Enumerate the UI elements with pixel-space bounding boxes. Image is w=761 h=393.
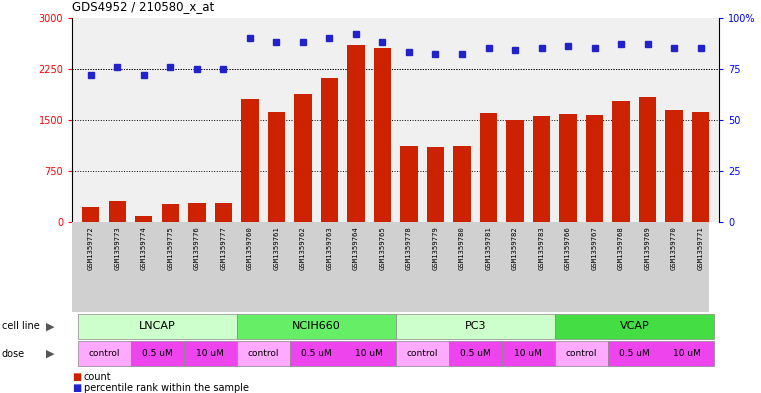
Bar bbox=[78, 341, 131, 366]
Bar bbox=[692, 112, 709, 222]
Bar bbox=[183, 341, 237, 366]
Text: GSM1359763: GSM1359763 bbox=[326, 226, 333, 270]
Bar bbox=[295, 94, 311, 222]
Bar bbox=[449, 341, 501, 366]
Bar bbox=[427, 147, 444, 222]
Bar bbox=[162, 204, 179, 222]
Bar bbox=[237, 341, 290, 366]
Text: percentile rank within the sample: percentile rank within the sample bbox=[84, 383, 249, 393]
Bar bbox=[661, 341, 714, 366]
Text: GSM1359770: GSM1359770 bbox=[671, 226, 677, 270]
Text: GSM1359781: GSM1359781 bbox=[486, 226, 492, 270]
Text: GSM1359766: GSM1359766 bbox=[565, 226, 571, 270]
Text: GSM1359768: GSM1359768 bbox=[618, 226, 624, 270]
Bar bbox=[342, 341, 396, 366]
Bar bbox=[215, 203, 232, 222]
Text: GSM1359780: GSM1359780 bbox=[459, 226, 465, 270]
Bar bbox=[665, 110, 683, 222]
Text: 0.5 uM: 0.5 uM bbox=[301, 349, 332, 358]
Text: GSM1359783: GSM1359783 bbox=[539, 226, 545, 270]
Text: 0.5 uM: 0.5 uM bbox=[460, 349, 491, 358]
Text: 10 uM: 10 uM bbox=[673, 349, 702, 358]
Bar bbox=[506, 120, 524, 222]
Text: GSM1359772: GSM1359772 bbox=[88, 226, 94, 270]
Text: ▶: ▶ bbox=[46, 321, 54, 331]
Bar bbox=[608, 341, 661, 366]
Text: GSM1359775: GSM1359775 bbox=[167, 226, 174, 270]
Bar bbox=[135, 216, 152, 222]
Bar bbox=[480, 113, 497, 222]
Bar bbox=[109, 201, 126, 222]
Bar bbox=[639, 97, 656, 222]
Text: GSM1359773: GSM1359773 bbox=[114, 226, 120, 270]
Bar bbox=[555, 314, 714, 338]
Text: GSM1359769: GSM1359769 bbox=[645, 226, 651, 270]
Bar bbox=[290, 341, 342, 366]
Text: VCAP: VCAP bbox=[619, 321, 649, 331]
Text: NCIH660: NCIH660 bbox=[291, 321, 341, 331]
Text: GSM1359760: GSM1359760 bbox=[247, 226, 253, 270]
Text: GSM1359765: GSM1359765 bbox=[380, 226, 386, 270]
Bar bbox=[268, 112, 285, 222]
Text: ■: ■ bbox=[72, 383, 81, 393]
Text: GSM1359779: GSM1359779 bbox=[432, 226, 438, 270]
Text: GSM1359777: GSM1359777 bbox=[221, 226, 227, 270]
Bar bbox=[188, 203, 205, 222]
Bar bbox=[555, 341, 608, 366]
Text: control: control bbox=[406, 349, 438, 358]
Text: PC3: PC3 bbox=[464, 321, 486, 331]
Text: ▶: ▶ bbox=[46, 349, 54, 359]
Text: GSM1359782: GSM1359782 bbox=[512, 226, 518, 270]
Bar bbox=[78, 314, 237, 338]
Text: dose: dose bbox=[2, 349, 24, 359]
Text: 10 uM: 10 uM bbox=[355, 349, 383, 358]
Text: count: count bbox=[84, 372, 111, 382]
Text: GSM1359764: GSM1359764 bbox=[353, 226, 359, 270]
Bar bbox=[396, 314, 555, 338]
Bar bbox=[321, 78, 338, 222]
Text: cell line: cell line bbox=[2, 321, 40, 331]
Text: control: control bbox=[565, 349, 597, 358]
Text: GSM1359762: GSM1359762 bbox=[300, 226, 306, 270]
Bar bbox=[454, 146, 470, 222]
Bar bbox=[396, 341, 449, 366]
Text: 10 uM: 10 uM bbox=[196, 349, 224, 358]
Bar bbox=[586, 115, 603, 222]
Text: GSM1359776: GSM1359776 bbox=[194, 226, 200, 270]
Text: 0.5 uM: 0.5 uM bbox=[142, 349, 173, 358]
Text: GSM1359767: GSM1359767 bbox=[591, 226, 597, 270]
Bar bbox=[347, 45, 365, 222]
Text: LNCAP: LNCAP bbox=[139, 321, 176, 331]
Text: GSM1359774: GSM1359774 bbox=[141, 226, 147, 270]
Bar bbox=[237, 314, 396, 338]
Text: GDS4952 / 210580_x_at: GDS4952 / 210580_x_at bbox=[72, 0, 215, 13]
Bar bbox=[501, 341, 555, 366]
Text: ■: ■ bbox=[72, 372, 81, 382]
Bar bbox=[131, 341, 183, 366]
Bar bbox=[241, 99, 259, 222]
Text: 0.5 uM: 0.5 uM bbox=[619, 349, 650, 358]
Bar bbox=[559, 114, 577, 222]
Bar bbox=[533, 116, 550, 222]
Text: 10 uM: 10 uM bbox=[514, 349, 542, 358]
Bar bbox=[613, 101, 629, 222]
Text: GSM1359761: GSM1359761 bbox=[273, 226, 279, 270]
Bar bbox=[374, 48, 391, 222]
Bar bbox=[400, 146, 418, 222]
Text: control: control bbox=[88, 349, 119, 358]
Text: control: control bbox=[247, 349, 279, 358]
Text: GSM1359778: GSM1359778 bbox=[406, 226, 412, 270]
Bar bbox=[82, 207, 100, 222]
Text: GSM1359771: GSM1359771 bbox=[698, 226, 704, 270]
